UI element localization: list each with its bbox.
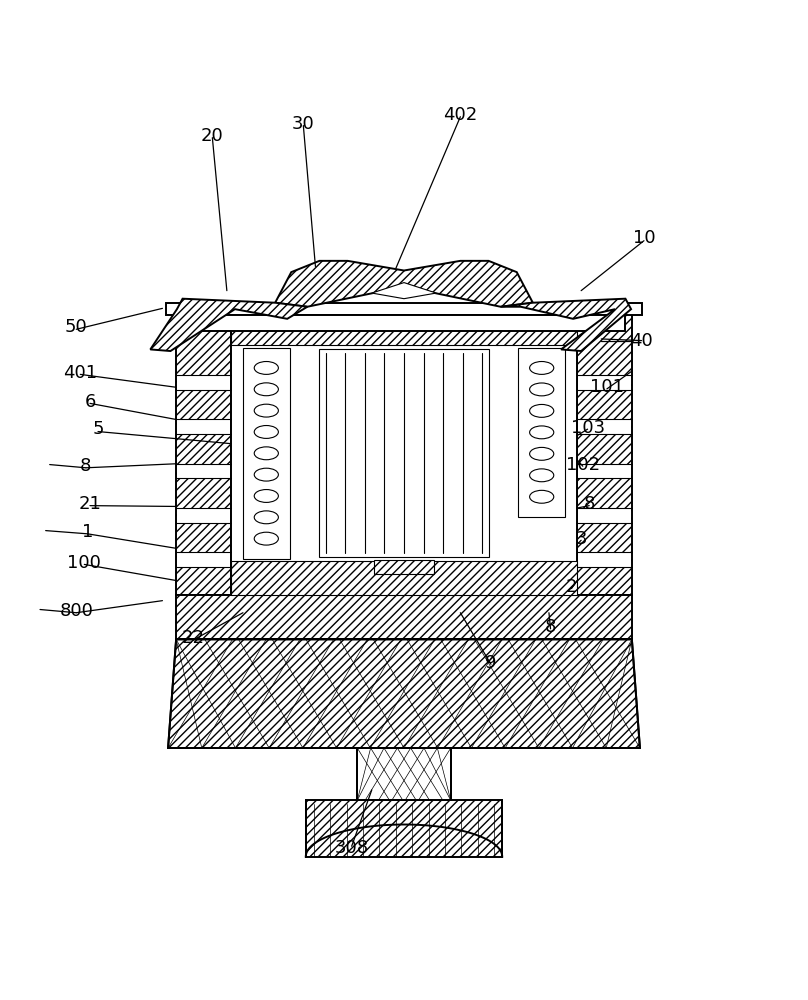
- Text: 21: 21: [78, 495, 101, 513]
- Text: 401: 401: [63, 364, 97, 382]
- Ellipse shape: [529, 447, 553, 460]
- Text: 50: 50: [65, 318, 87, 336]
- Ellipse shape: [529, 490, 553, 503]
- Ellipse shape: [529, 469, 553, 482]
- Bar: [357, 748, 451, 800]
- Text: 308: 308: [335, 839, 368, 857]
- Bar: [578, 508, 631, 523]
- Text: 30: 30: [292, 115, 315, 133]
- Polygon shape: [150, 299, 307, 351]
- Bar: [177, 375, 230, 390]
- Text: 8: 8: [583, 495, 595, 513]
- Ellipse shape: [255, 404, 279, 417]
- Bar: [578, 552, 631, 567]
- Text: 8: 8: [80, 457, 91, 475]
- Bar: [519, 348, 565, 517]
- Text: 2: 2: [566, 578, 577, 596]
- Ellipse shape: [529, 362, 553, 374]
- Bar: [177, 419, 230, 434]
- Text: 20: 20: [201, 127, 224, 145]
- Ellipse shape: [529, 404, 553, 417]
- Polygon shape: [276, 261, 532, 307]
- Text: 22: 22: [182, 629, 204, 647]
- Ellipse shape: [255, 447, 279, 460]
- Text: 40: 40: [630, 332, 653, 350]
- Bar: [231, 313, 577, 345]
- Text: 800: 800: [59, 602, 93, 620]
- Text: 5: 5: [92, 420, 103, 438]
- Text: 102: 102: [566, 456, 600, 474]
- Ellipse shape: [255, 490, 279, 502]
- Ellipse shape: [529, 426, 553, 439]
- Ellipse shape: [255, 511, 279, 524]
- Ellipse shape: [255, 468, 279, 481]
- Ellipse shape: [255, 532, 279, 545]
- Bar: [319, 349, 489, 557]
- Text: 6: 6: [84, 393, 95, 411]
- Bar: [374, 560, 434, 574]
- Ellipse shape: [529, 383, 553, 396]
- Text: 1: 1: [82, 523, 93, 541]
- Bar: [305, 800, 503, 857]
- Polygon shape: [372, 283, 436, 299]
- Bar: [577, 313, 632, 595]
- Ellipse shape: [255, 362, 279, 374]
- Bar: [177, 464, 230, 478]
- Text: 103: 103: [570, 419, 604, 437]
- Text: 101: 101: [590, 378, 624, 396]
- Bar: [177, 552, 230, 567]
- Bar: [177, 508, 230, 523]
- Bar: [166, 303, 642, 315]
- Text: 402: 402: [444, 106, 478, 124]
- Text: 100: 100: [67, 554, 101, 572]
- Polygon shape: [168, 639, 640, 748]
- Bar: [578, 375, 631, 390]
- Text: 8: 8: [545, 618, 556, 636]
- Bar: [176, 595, 632, 639]
- Ellipse shape: [255, 426, 279, 438]
- Bar: [183, 315, 625, 331]
- Ellipse shape: [255, 383, 279, 396]
- Bar: [231, 313, 577, 595]
- Text: 10: 10: [633, 229, 655, 247]
- Polygon shape: [501, 299, 631, 351]
- Bar: [176, 313, 231, 595]
- Text: 9: 9: [486, 654, 497, 672]
- Bar: [578, 419, 631, 434]
- Bar: [231, 561, 577, 595]
- Text: 3: 3: [575, 530, 587, 548]
- Bar: [243, 348, 289, 559]
- Bar: [578, 464, 631, 478]
